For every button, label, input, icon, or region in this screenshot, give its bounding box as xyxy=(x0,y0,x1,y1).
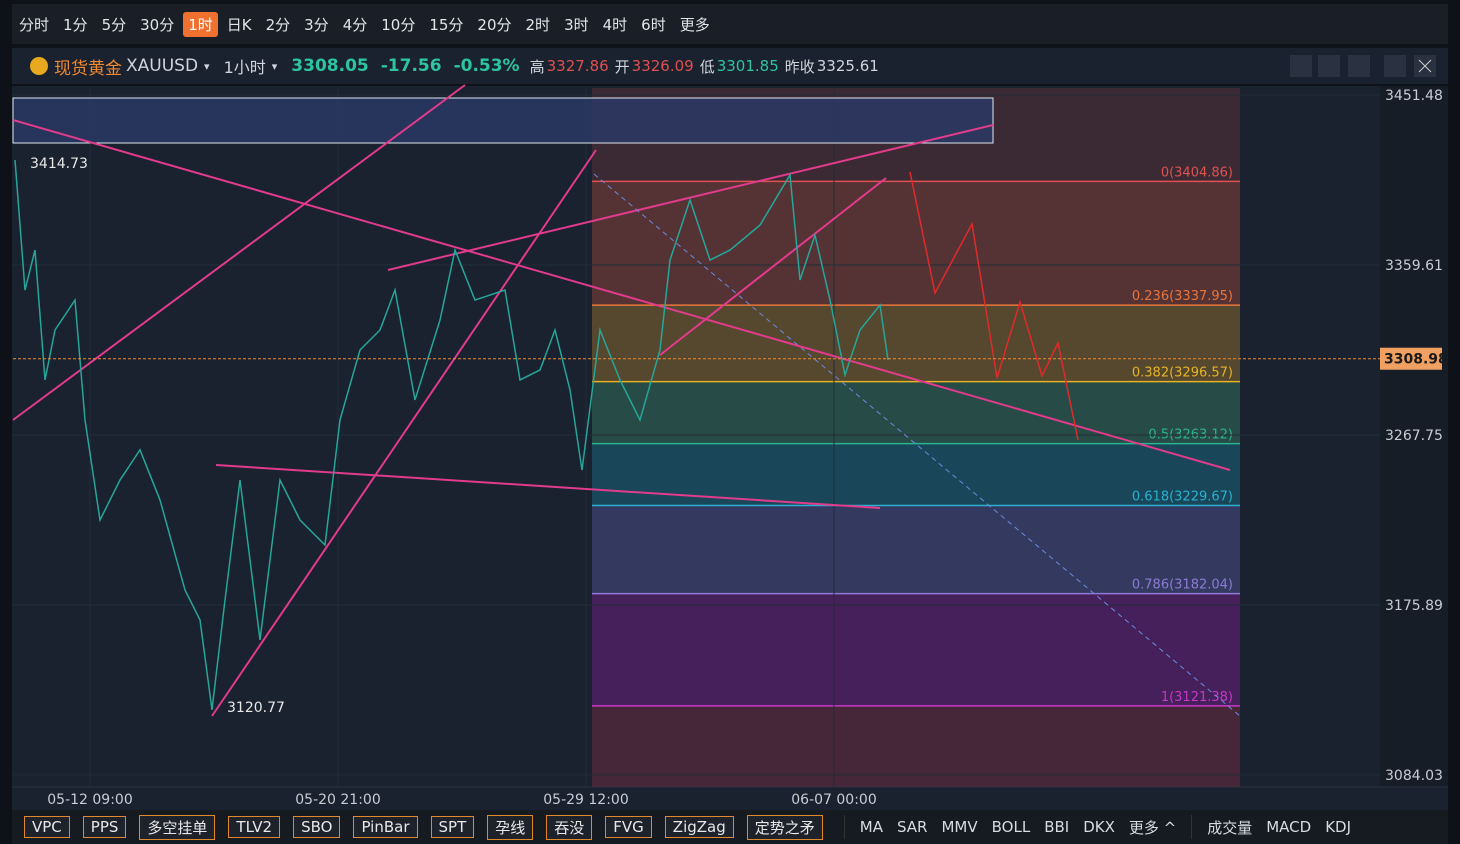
indicator-button[interactable]: SPT xyxy=(430,816,475,838)
fib-label: 0.786(3182.04) xyxy=(1132,578,1233,593)
main-indicator[interactable]: MMV xyxy=(941,818,978,836)
period-button[interactable]: 2分 xyxy=(265,15,291,34)
period-button[interactable]: 10分 xyxy=(381,15,416,34)
main-indicator[interactable]: 更多 ^ xyxy=(1128,818,1177,837)
tool-btn[interactable] xyxy=(1318,55,1340,77)
indicator-button[interactable]: VPC xyxy=(24,816,70,838)
indicator-button[interactable]: 孕线 xyxy=(487,814,534,840)
x-tick-label: 05-29 12:00 xyxy=(543,792,628,808)
period-button[interactable]: 15分 xyxy=(429,15,464,34)
period-button[interactable]: 4分 xyxy=(342,15,368,34)
indicator-button[interactable]: 吞没 xyxy=(546,814,593,840)
last-price: 3308.05 xyxy=(291,56,369,76)
extreme-label: 3120.77 xyxy=(227,700,285,716)
interval-dropdown[interactable]: ▾ xyxy=(271,59,278,73)
period-toolbar: 分时 1分 5分 30分 1时 日K 2分 3分 4分 10分 15分 20分 2时 3时 4时 6时 更多 xyxy=(12,4,1448,44)
fib-label: 0.236(3337.95) xyxy=(1132,289,1233,304)
tool-btn[interactable] xyxy=(1348,55,1370,77)
y-tick-label: 3359.61 xyxy=(1385,258,1443,274)
period-button[interactable]: 6时 xyxy=(641,15,666,34)
x-tick-label: 05-12 09:00 xyxy=(47,792,132,808)
fib-diagonal xyxy=(593,173,1241,717)
period-button[interactable]: 更多 xyxy=(679,15,710,34)
sub-indicator[interactable]: 成交量 xyxy=(1207,818,1253,837)
fibonacci: 0(3404.86) 0.236(3337.95) 0.382(3296.57) 0.… xyxy=(592,88,1240,787)
tool-btn[interactable] xyxy=(1290,55,1312,77)
quote-header: 现货黄金 XAUUSD ▾ 1小时 ▾ 3308.05 -17.56 -0.53… xyxy=(12,48,1448,84)
indicator-button[interactable]: PinBar xyxy=(353,816,418,838)
change: -17.56 xyxy=(380,56,442,76)
projection-path xyxy=(909,171,1079,441)
low-label: 低 xyxy=(699,57,715,76)
symbol[interactable]: XAUUSD xyxy=(126,56,199,76)
main-indicator[interactable]: SAR xyxy=(896,818,928,836)
price-line xyxy=(14,159,889,710)
open: 3326.09 xyxy=(631,57,694,75)
indicator-button[interactable]: PPS xyxy=(82,816,127,838)
zone-box xyxy=(12,97,994,144)
prev-close: 3325.61 xyxy=(816,57,879,75)
extreme-label: 3414.73 xyxy=(30,156,88,172)
tool-btn[interactable] xyxy=(1384,55,1406,77)
sub-indicator[interactable]: MACD xyxy=(1266,818,1312,836)
gold-icon xyxy=(30,57,48,75)
indicator-button[interactable]: TLV2 xyxy=(228,816,281,838)
period-button[interactable]: 3时 xyxy=(564,15,589,34)
fib-zone xyxy=(592,443,1240,506)
prev-label: 昨收 xyxy=(784,57,815,76)
indicator-bar: VPC PPS 多空挂单 TLV2 SBO PinBar SPT 孕线 吞没 FVG ZigZag 定… xyxy=(12,810,1448,844)
fib-zone xyxy=(592,381,1240,444)
period-button[interactable]: 5分 xyxy=(101,15,127,34)
indicator-button[interactable]: FVG xyxy=(605,816,652,838)
price-plot: 3414.73 3120.77 xyxy=(13,156,1380,716)
y-tick-label: 3451.48 xyxy=(1385,88,1443,104)
period-button[interactable]: 4时 xyxy=(602,15,628,34)
y-tick-label: 3084.03 xyxy=(1385,768,1443,784)
x-tick-label: 05-20 21:00 xyxy=(295,792,380,808)
trendlines xyxy=(12,84,1231,717)
fib-label: 1(3121.38) xyxy=(1161,690,1233,705)
indicator-button[interactable]: 多空挂单 xyxy=(139,814,216,840)
period-button[interactable]: 3分 xyxy=(304,15,329,34)
sub-indicator[interactable]: KDJ xyxy=(1325,818,1352,836)
period-button[interactable]: 日K xyxy=(226,15,252,34)
open-label: 开 xyxy=(614,57,630,76)
y-tick-label: 3267.75 xyxy=(1385,428,1443,444)
indicator-button[interactable]: 定势之矛 xyxy=(746,814,823,840)
period-button[interactable]: 20分 xyxy=(477,15,512,34)
change-pct: -0.53% xyxy=(453,56,520,76)
main-indicator[interactable]: MA xyxy=(859,818,883,836)
main-indicator[interactable]: DKX xyxy=(1083,818,1115,836)
chart: 0(3404.86) 0.236(3337.95) 0.382(3296.57) 0.… xyxy=(12,55,1448,810)
period-button[interactable]: 30分 xyxy=(140,15,175,34)
main-indicator[interactable]: BOLL xyxy=(991,818,1031,836)
last-price-box xyxy=(1380,347,1442,370)
symbol-dropdown[interactable]: ▾ xyxy=(204,59,210,73)
low: 3301.85 xyxy=(716,57,779,75)
main-indicator[interactable]: BBI xyxy=(1044,818,1070,836)
fib-label: 0.618(3229.67) xyxy=(1132,489,1233,504)
x-tick-label: 06-07 00:00 xyxy=(791,792,876,808)
fib-zone xyxy=(592,705,1240,787)
last-price-label: 3308.98 xyxy=(1384,352,1448,368)
high: 3327.86 xyxy=(546,57,609,75)
period-button[interactable]: 2时 xyxy=(525,15,551,34)
period-button[interactable]: 分时 xyxy=(19,15,50,34)
indicator-button[interactable]: ZigZag xyxy=(664,816,734,838)
instrument-name[interactable]: 现货黄金 xyxy=(54,58,122,79)
period-button[interactable]: 1分 xyxy=(63,15,88,34)
fib-label: 0.382(3296.57) xyxy=(1132,366,1233,381)
indicator-button[interactable]: SBO xyxy=(293,816,341,838)
fib-zone xyxy=(592,505,1240,594)
interval[interactable]: 1小时 xyxy=(223,58,266,77)
fib-label: 0(3404.86) xyxy=(1161,165,1233,180)
price-axis-bg xyxy=(1380,86,1448,786)
y-tick-label: 3175.89 xyxy=(1385,598,1443,614)
fib-zone xyxy=(592,593,1240,706)
close-icon xyxy=(1418,59,1432,73)
high-label: 高 xyxy=(529,57,545,76)
period-button[interactable]: 1时 xyxy=(183,11,218,37)
